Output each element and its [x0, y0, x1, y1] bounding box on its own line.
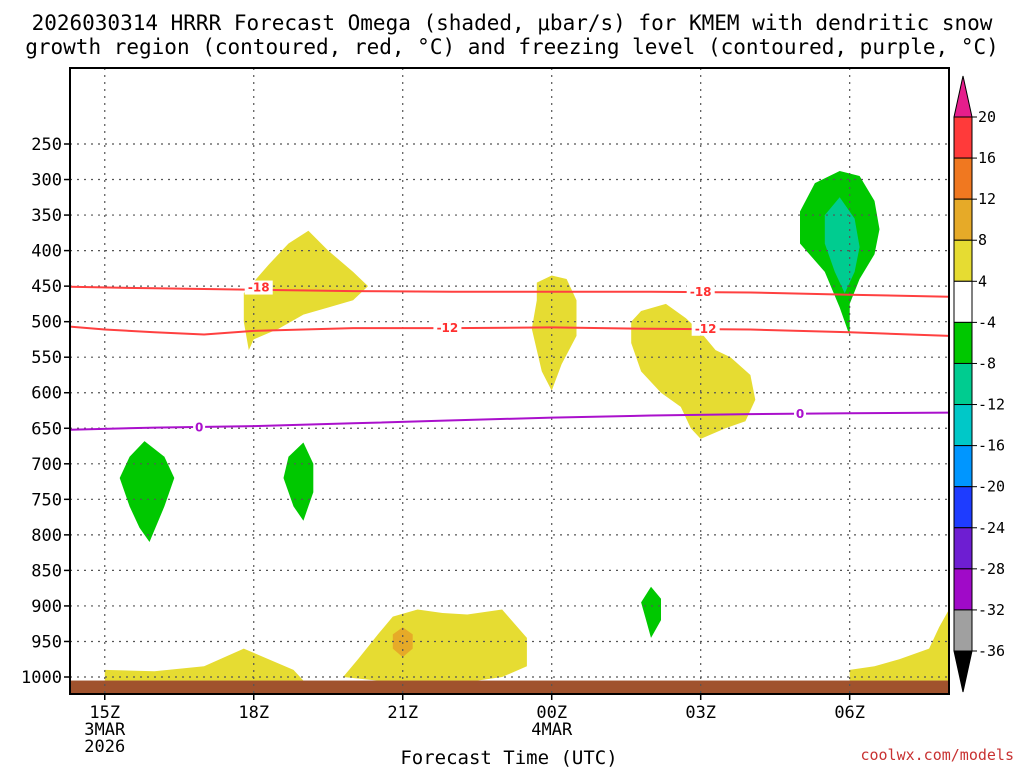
colorbar-tick-label: 16 — [978, 149, 996, 167]
contour-label: -18 — [690, 285, 712, 299]
y-tick-label: 250 — [31, 135, 62, 155]
contour-label-bg — [244, 280, 273, 295]
y-tick-label: 600 — [31, 384, 62, 404]
colorbar-segment — [953, 527, 973, 570]
y-tick-label: 500 — [31, 313, 62, 333]
y-tick-label: 450 — [31, 277, 62, 297]
colorbar-segment — [953, 198, 973, 241]
credit-text: coolwx.com/models — [860, 746, 1014, 764]
x-tick-label: 03Z — [685, 703, 716, 723]
y-tick-label: 350 — [31, 206, 62, 226]
colorbar-segment — [953, 116, 973, 159]
y-tick-label: 550 — [31, 348, 62, 368]
x-axis-title: Forecast Time (UTC) — [400, 747, 617, 768]
region-yellow-00z — [531, 275, 577, 391]
region-green-lower-left — [75, 346, 339, 599]
colorbar-tick-label: 4 — [978, 272, 987, 290]
colorbar-tick-label: -16 — [978, 437, 1005, 455]
region-yellow-sfc-right — [849, 609, 949, 681]
x-tick-label: 18Z — [238, 703, 269, 723]
colorbar-tick-label: -28 — [978, 560, 1005, 578]
contour-label-bg — [691, 321, 720, 336]
colorbar-segment — [953, 445, 973, 488]
region-yellow-02z — [631, 303, 756, 439]
region-yellow-21z — [343, 609, 527, 681]
chart-title-line1: 2026030314 HRRR Forecast Omega (shaded, … — [32, 11, 993, 35]
colorbar-top-arrow — [953, 75, 973, 118]
region-green-08z — [889, 443, 949, 550]
colorbar-tick-label: 20 — [978, 108, 996, 126]
y-tick-label: 400 — [31, 242, 62, 262]
region-teal-lower-left-a — [119, 441, 175, 542]
series-line-1 — [70, 325, 949, 337]
x-tick-sublabel2: 2026 — [84, 737, 125, 757]
colorbar: 20 16 12 8 4 -4 -8 -12 -16 -20 -24 -28 -32 -36 — [953, 75, 1005, 693]
omega-shaded-regions — [75, 131, 949, 681]
contour-label: 0 — [796, 407, 804, 421]
colorbar-segment — [953, 321, 973, 364]
colorbar-segment — [953, 404, 973, 447]
colorbar-tick-label: 8 — [978, 231, 987, 249]
colorbar-tick-label: -32 — [978, 601, 1005, 619]
region-green-0230z — [611, 519, 766, 653]
region-yellow-sfc-left — [104, 648, 304, 681]
colorbar-segment — [953, 239, 973, 282]
contour-label-bg — [686, 284, 715, 299]
colorbar-segment — [953, 609, 973, 652]
chart-title-line2: growth region (contoured, red, °C) and f… — [25, 35, 999, 59]
colorbar-segment — [953, 568, 973, 611]
region-green-06z — [780, 586, 910, 628]
plot-frame — [69, 67, 950, 695]
surface-layer — [70, 680, 949, 694]
region-teal-0230z — [641, 586, 661, 638]
y-tick-label: 650 — [31, 419, 62, 439]
y-tick-label: 700 — [31, 455, 62, 475]
colorbar-tick-label: -8 — [978, 354, 996, 372]
colorbar-segment — [953, 280, 973, 323]
x-tick-label: 00Z — [536, 703, 567, 723]
contour-label: -12 — [695, 322, 717, 336]
y-tick-label: 750 — [31, 490, 62, 510]
contour-label: -12 — [437, 321, 459, 335]
series-line-0 — [70, 285, 949, 298]
colorbar-tick-label: -20 — [978, 478, 1005, 496]
y-tick-label: 950 — [31, 632, 62, 652]
colorbar-segment — [953, 362, 973, 406]
contour-label: 0 — [195, 421, 203, 435]
colorbar-tick-label: -24 — [978, 519, 1005, 537]
contour-label: -18 — [248, 281, 270, 295]
x-tick-label: 06Z — [834, 703, 865, 723]
colorbar-tick-label: -4 — [978, 313, 996, 331]
x-tick-sublabel: 3MAR — [84, 720, 126, 740]
colorbar-bottom-arrow — [953, 650, 973, 693]
colorbar-segment — [953, 157, 973, 200]
region-cyan-upper — [824, 197, 860, 294]
surface-ground — [70, 680, 949, 694]
colorbar-tick-label: -36 — [978, 642, 1005, 660]
x-tick-label: 15Z — [89, 703, 120, 723]
contour-label-bg — [433, 321, 462, 336]
contour-label-bg — [794, 407, 807, 422]
colorbar-segment — [953, 486, 973, 529]
y-tick-label: 800 — [31, 526, 62, 546]
colorbar-tick-label: 12 — [978, 190, 996, 208]
y-tick-label: 1000 — [21, 668, 62, 688]
contour-label-bg — [193, 420, 206, 435]
x-tick-label: 21Z — [387, 703, 418, 723]
y-axis: 250 300 350 400 450 500 550 600 650 700 750 800 850 9… — [21, 135, 70, 688]
region-teal-lower-left-b — [283, 442, 314, 521]
region-green-upper — [477, 131, 915, 375]
y-tick-label: 900 — [31, 597, 62, 617]
colorbar-tick-label: -12 — [978, 396, 1005, 414]
y-tick-label: 300 — [31, 171, 62, 191]
x-tick-sublabel: 4MAR — [531, 720, 573, 740]
y-tick-label: 850 — [31, 561, 62, 581]
contour-labels: -18 -12 -18 -12 0 0 — [193, 280, 807, 435]
